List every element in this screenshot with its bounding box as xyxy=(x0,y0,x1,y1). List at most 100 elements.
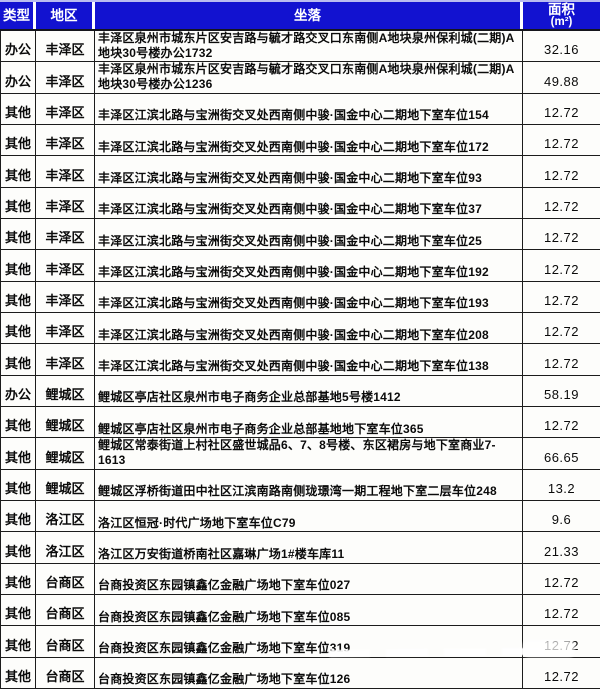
cell-type[interactable]: 办公 xyxy=(0,31,36,62)
cell-area[interactable]: 13.2 xyxy=(523,470,600,500)
cell-area-text: 66.65 xyxy=(543,449,580,465)
cell-area[interactable]: 49.88 xyxy=(523,62,600,92)
cell-type[interactable]: 其他 xyxy=(0,563,36,594)
cell-type[interactable]: 其他 xyxy=(0,281,36,312)
cell-district[interactable]: 鲤城区 xyxy=(36,469,95,500)
cell-district[interactable]: 丰泽区 xyxy=(36,93,95,124)
cell-area[interactable]: 12.72 xyxy=(523,344,600,374)
cell-area[interactable]: 12.72 xyxy=(523,188,600,218)
cell-location[interactable]: 台商投资区东园镇鑫亿金融广场地下室车位319 xyxy=(95,626,523,657)
cell-area[interactable]: 12.72 xyxy=(523,125,600,155)
cell-area[interactable]: 9.6 xyxy=(523,501,600,531)
cell-area[interactable]: 12.72 xyxy=(523,219,600,249)
cell-district[interactable]: 洛江区 xyxy=(36,500,95,532)
cell-area[interactable]: 12.72 xyxy=(523,282,600,312)
cell-location[interactable]: 台商投资区东园镇鑫亿金融广场地下室车位027 xyxy=(95,563,523,594)
cell-location[interactable]: 丰泽区江滨北路与宝洲街交叉处西南侧中骏·国金中心二期地下室车位172 xyxy=(95,124,523,156)
cell-district[interactable]: 鲤城区 xyxy=(36,406,95,438)
cell-area[interactable]: 12.72 xyxy=(523,156,600,186)
header-district-label: 地区 xyxy=(50,8,78,23)
cell-type[interactable]: 办公 xyxy=(0,375,36,406)
cell-location[interactable]: 洛江区万安街道桥南社区嘉琳广场1#楼车库11 xyxy=(95,532,523,563)
cell-district[interactable]: 丰泽区 xyxy=(36,344,95,375)
cell-district-text: 丰泽区 xyxy=(45,136,85,152)
cell-area[interactable]: 66.65 xyxy=(523,438,600,468)
cell-location-text: 丰泽区江滨北路与宝洲街交叉处西南侧中骏·国金中心二期地下室车位208 xyxy=(98,327,489,342)
cell-location[interactable]: 鲤城区常泰街道上村社区盛世城品6、7、8号楼、东区裙房与地下室商业7-1613 xyxy=(95,438,523,469)
cell-location-text: 丰泽区江滨北路与宝洲街交叉处西南侧中骏·国金中心二期地下室车位138 xyxy=(98,359,489,374)
cell-location[interactable]: 鲤城区亭店社区泉州市电子商务企业总部基地5号楼1412 xyxy=(95,375,523,406)
cell-type[interactable]: 其他 xyxy=(0,500,36,532)
cell-location[interactable]: 丰泽区江滨北路与宝洲街交叉处西南侧中骏·国金中心二期地下室车位154 xyxy=(95,93,523,124)
cell-district-text: 丰泽区 xyxy=(45,104,85,120)
header-type[interactable]: 类型 xyxy=(0,2,36,29)
cell-type-text: 其他 xyxy=(4,480,31,496)
cell-type[interactable]: 其他 xyxy=(0,218,36,250)
cell-area-text: 12.72 xyxy=(543,606,580,622)
cell-location[interactable]: 丰泽区江滨北路与宝洲街交叉处西南侧中骏·国金中心二期地下室车位138 xyxy=(95,344,523,375)
cell-area[interactable]: 12.72 xyxy=(523,658,600,688)
cell-location[interactable]: 丰泽区江滨北路与宝洲街交叉处西南侧中骏·国金中心二期地下室车位208 xyxy=(95,312,523,344)
cell-type[interactable]: 其他 xyxy=(0,438,36,469)
cell-location[interactable]: 台商投资区东园镇鑫亿金融广场地下室车位085 xyxy=(95,594,523,626)
cell-location[interactable]: 丰泽区江滨北路与宝洲街交叉处西南侧中骏·国金中心二期地下室车位192 xyxy=(95,250,523,281)
cell-area[interactable]: 12.72 xyxy=(523,407,600,437)
cell-district[interactable]: 台商区 xyxy=(36,563,95,594)
cell-location[interactable]: 丰泽区泉州市城东片区安吉路与毓才路交叉口东南侧A地块泉州保利城(二期)A地块30… xyxy=(95,31,523,62)
cell-location[interactable]: 丰泽区江滨北路与宝洲街交叉处西南侧中骏·国金中心二期地下室车位193 xyxy=(95,281,523,312)
cell-area[interactable]: 12.72 xyxy=(523,626,600,656)
cell-district[interactable]: 洛江区 xyxy=(36,532,95,563)
cell-district[interactable]: 丰泽区 xyxy=(36,218,95,250)
cell-location[interactable]: 鲤城区亭店社区泉州市电子商务企业总部基地地下室车位365 xyxy=(95,406,523,438)
header-district[interactable]: 地区 xyxy=(36,2,95,29)
cell-type[interactable]: 办公 xyxy=(0,62,36,93)
cell-district[interactable]: 台商区 xyxy=(36,594,95,626)
cell-type[interactable]: 其他 xyxy=(0,594,36,626)
cell-district[interactable]: 丰泽区 xyxy=(36,187,95,218)
cell-district[interactable]: 丰泽区 xyxy=(36,31,95,62)
cell-district[interactable]: 丰泽区 xyxy=(36,250,95,281)
cell-type[interactable]: 其他 xyxy=(0,250,36,281)
cell-district[interactable]: 丰泽区 xyxy=(36,124,95,156)
cell-area[interactable]: 21.33 xyxy=(523,532,600,562)
cell-area[interactable]: 32.16 xyxy=(523,31,600,61)
cell-district[interactable]: 鲤城区 xyxy=(36,375,95,406)
cell-type-text: 其他 xyxy=(4,292,31,308)
cell-location[interactable]: 台商投资区东园镇鑫亿金融广场地下室车位126 xyxy=(95,657,523,688)
cell-area[interactable]: 12.72 xyxy=(523,564,600,594)
cell-area[interactable]: 12.72 xyxy=(523,94,600,124)
cell-type[interactable]: 其他 xyxy=(0,657,36,688)
cell-area[interactable]: 12.72 xyxy=(523,595,600,625)
cell-location[interactable]: 丰泽区江滨北路与宝洲街交叉处西南侧中骏·国金中心二期地下室车位93 xyxy=(95,156,523,187)
cell-type[interactable]: 其他 xyxy=(0,406,36,438)
cell-type[interactable]: 其他 xyxy=(0,626,36,657)
cell-area[interactable]: 12.72 xyxy=(523,313,600,343)
cell-district[interactable]: 丰泽区 xyxy=(36,156,95,187)
cell-location[interactable]: 丰泽区江滨北路与宝洲街交叉处西南侧中骏·国金中心二期地下室车位37 xyxy=(95,187,523,218)
cell-area[interactable]: 58.19 xyxy=(523,376,600,406)
cell-location[interactable]: 鲤城区浮桥街道田中社区江滨南路南侧珑璟湾一期工程地下室二层车位248 xyxy=(95,469,523,500)
cell-type[interactable]: 其他 xyxy=(0,124,36,156)
cell-location[interactable]: 丰泽区江滨北路与宝洲街交叉处西南侧中骏·国金中心二期地下室车位25 xyxy=(95,218,523,250)
cell-type[interactable]: 其他 xyxy=(0,469,36,500)
cell-district[interactable]: 台商区 xyxy=(36,657,95,688)
cell-district[interactable]: 台商区 xyxy=(36,626,95,657)
cell-location-text: 台商投资区东园镇鑫亿金融广场地下室车位027 xyxy=(98,578,351,593)
cell-type[interactable]: 其他 xyxy=(0,344,36,375)
cell-area[interactable]: 12.72 xyxy=(523,250,600,280)
cell-type[interactable]: 其他 xyxy=(0,156,36,187)
cell-district[interactable]: 丰泽区 xyxy=(36,281,95,312)
cell-type[interactable]: 其他 xyxy=(0,532,36,563)
cell-type[interactable]: 其他 xyxy=(0,93,36,124)
cell-type[interactable]: 其他 xyxy=(0,312,36,344)
cell-district-text: 台商区 xyxy=(45,574,85,590)
header-area[interactable]: 面积 (m²) xyxy=(523,2,600,29)
cell-district[interactable]: 丰泽区 xyxy=(36,62,95,93)
cell-type[interactable]: 其他 xyxy=(0,187,36,218)
table-header: 类型 地区 坐落 面积 (m²) xyxy=(0,0,600,31)
cell-location[interactable]: 丰泽区泉州市城东片区安吉路与毓才路交叉口东南侧A地块泉州保利城(二期)A地块30… xyxy=(95,62,523,93)
cell-district[interactable]: 丰泽区 xyxy=(36,312,95,344)
header-location[interactable]: 坐落 xyxy=(95,2,523,29)
cell-district[interactable]: 鲤城区 xyxy=(36,438,95,469)
cell-location[interactable]: 洛江区恒冠·时代广场地下室车位C79 xyxy=(95,500,523,532)
